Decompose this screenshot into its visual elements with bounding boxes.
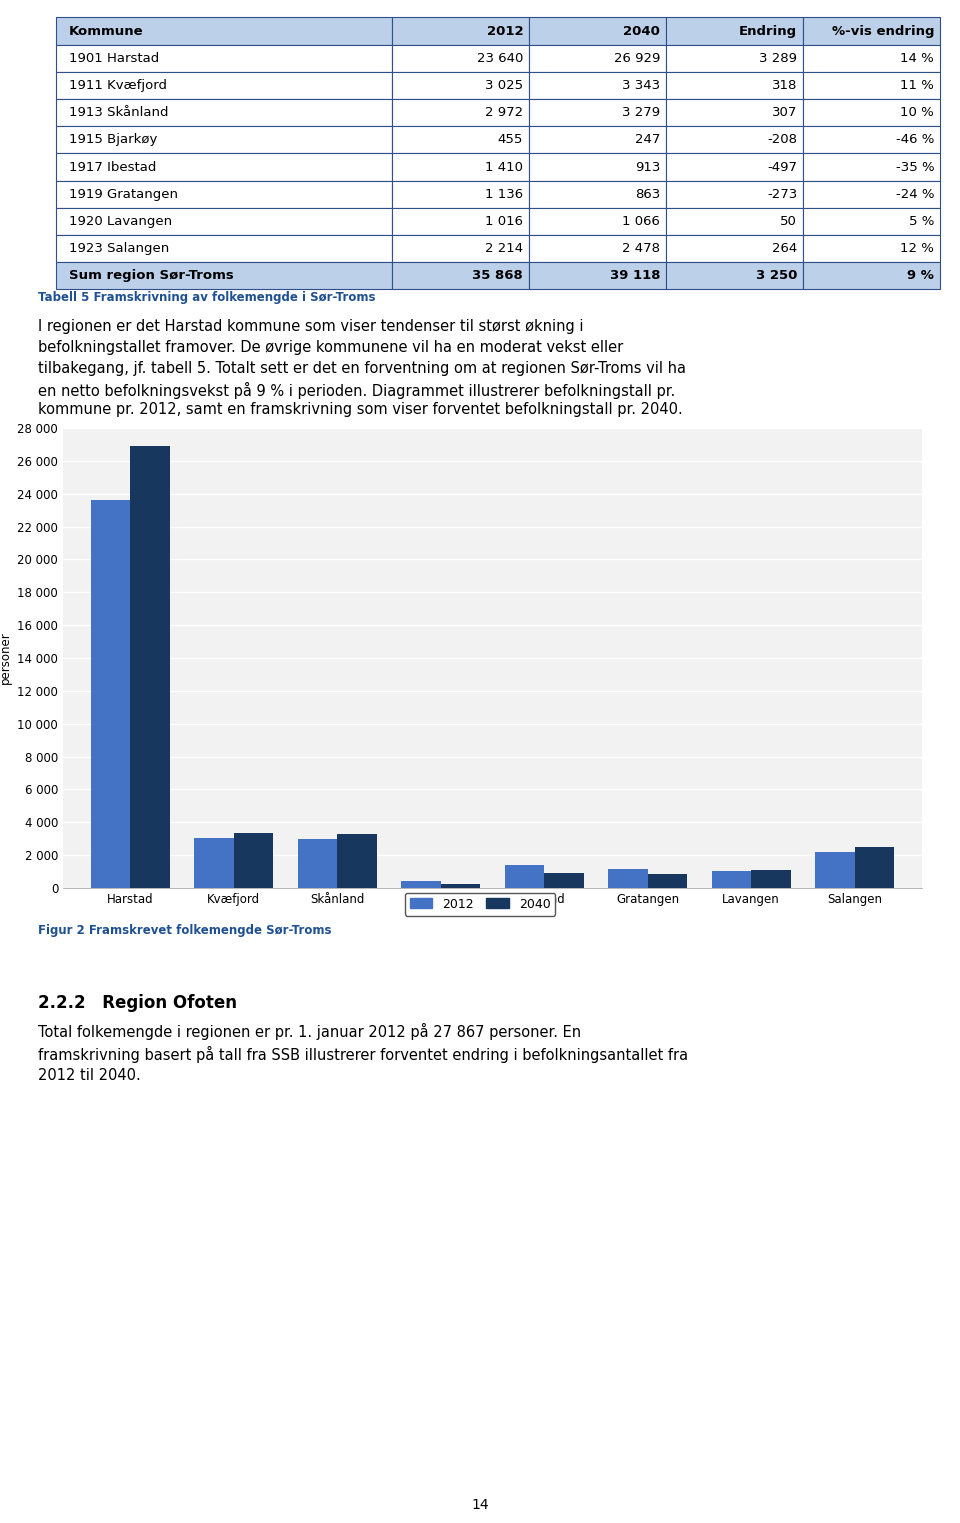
- Bar: [441, 883, 480, 888]
- Bar: [648, 874, 687, 888]
- Text: 14: 14: [471, 1497, 489, 1512]
- Legend: 2012, 2040: 2012, 2040: [404, 892, 556, 915]
- Text: tilbakegang, jf. tabell 5. Totalt sett er det en forventning om at regionen Sør-: tilbakegang, jf. tabell 5. Totalt sett e…: [38, 361, 686, 376]
- Text: I regionen er det Harstad kommune som viser tendenser til størst økning i: I regionen er det Harstad kommune som vi…: [38, 320, 584, 334]
- Bar: [505, 865, 544, 888]
- Bar: [131, 446, 170, 888]
- Bar: [401, 880, 441, 888]
- Text: Tabell 5 Framskrivning av folkemengde i Sør-Troms: Tabell 5 Framskrivning av folkemengde i …: [38, 291, 375, 303]
- Bar: [815, 851, 854, 888]
- Bar: [712, 871, 752, 888]
- Text: 2.2.2 Region Ofoten: 2.2.2 Region Ofoten: [38, 995, 237, 1011]
- Bar: [544, 873, 584, 888]
- Bar: [234, 833, 273, 888]
- Text: Figur 2 Framskrevet folkemengde Sør-Troms: Figur 2 Framskrevet folkemengde Sør-Trom…: [38, 924, 331, 938]
- Y-axis label: personer: personer: [0, 632, 12, 684]
- Text: framskrivning basert på tall fra SSB illustrerer forventet endring i befolknings: framskrivning basert på tall fra SSB ill…: [38, 1046, 688, 1063]
- Text: en netto befolkningsvekst på 9 % i perioden. Diagrammet illustrerer befolkningst: en netto befolkningsvekst på 9 % i perio…: [38, 382, 675, 399]
- Bar: [854, 847, 894, 888]
- Text: kommune pr. 2012, samt en framskrivning som viser forventet befolkningstall pr. : kommune pr. 2012, samt en framskrivning …: [38, 402, 683, 417]
- Bar: [337, 835, 376, 888]
- Text: 2012 til 2040.: 2012 til 2040.: [38, 1068, 141, 1083]
- Bar: [609, 870, 648, 888]
- Bar: [195, 838, 234, 888]
- Bar: [298, 839, 337, 888]
- Text: Total folkemengde i regionen er pr. 1. januar 2012 på 27 867 personer. En: Total folkemengde i regionen er pr. 1. j…: [38, 1023, 581, 1040]
- Bar: [91, 500, 131, 888]
- Text: befolkningstallet framover. De øvrige kommunene vil ha en moderat vekst eller: befolkningstallet framover. De øvrige ko…: [38, 340, 623, 355]
- Bar: [752, 871, 791, 888]
